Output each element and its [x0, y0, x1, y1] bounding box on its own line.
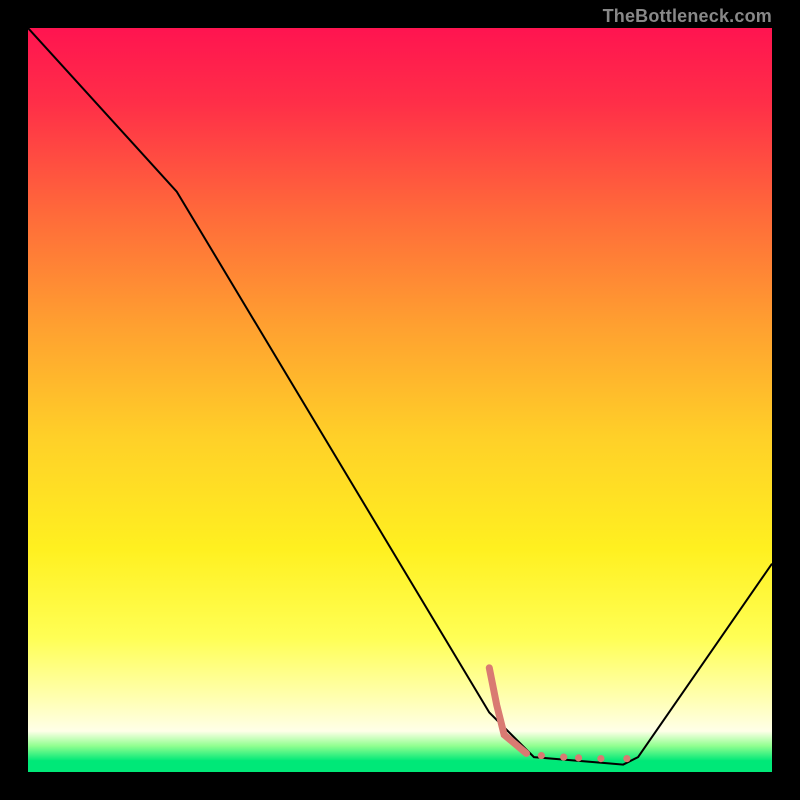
chart-plot-area [28, 28, 772, 772]
chart-lines-layer [28, 28, 772, 772]
dotted-lead-segment [489, 668, 526, 754]
main-curve [28, 28, 772, 765]
watermark-text: TheBottleneck.com [603, 6, 772, 27]
